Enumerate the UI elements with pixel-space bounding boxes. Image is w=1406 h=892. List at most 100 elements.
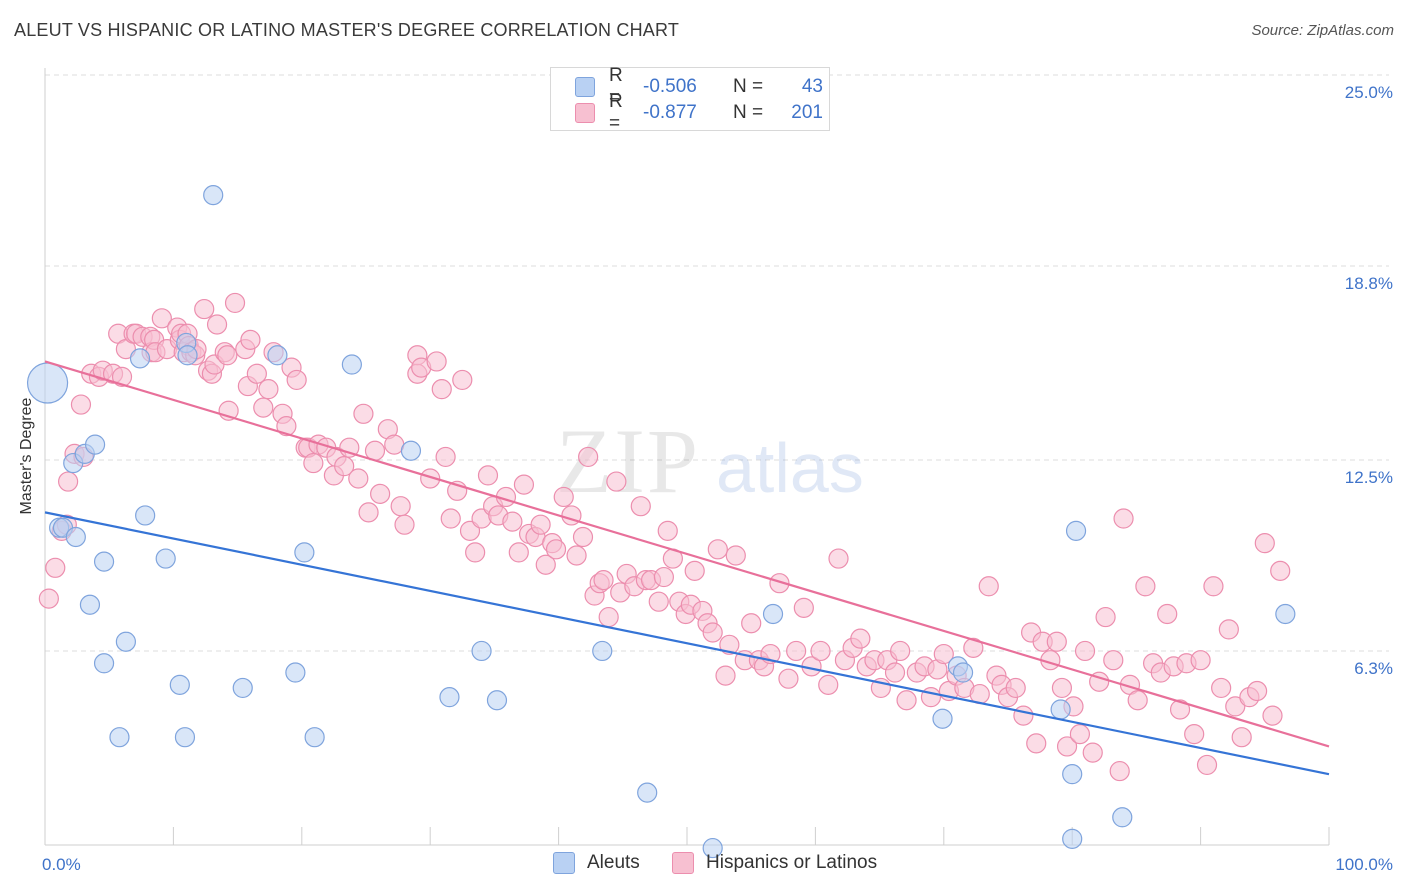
hispanic-point <box>240 329 261 350</box>
hispanic-point <box>884 662 906 683</box>
hispanic-point <box>1082 742 1103 763</box>
hispanic-point <box>339 437 360 458</box>
aleut-point <box>439 687 460 708</box>
hispanic-point <box>370 483 391 504</box>
aleut-point <box>471 640 492 662</box>
aleut-point <box>93 653 115 674</box>
aleut-point <box>1275 603 1296 625</box>
legend-item-hispanics[interactable]: Hispanics or Latinos <box>672 852 877 874</box>
hispanic-point <box>431 379 452 400</box>
hispanic-point <box>818 674 839 695</box>
aleut-point <box>592 640 613 662</box>
hispanic-point <box>593 570 614 591</box>
hispanic-point <box>719 634 740 655</box>
hispanic-point <box>440 508 461 529</box>
hispanic-point <box>715 665 736 686</box>
hispanic-point <box>978 576 999 597</box>
legend-n-label: N = <box>733 76 764 97</box>
x-tick-label-min: 0.0% <box>42 855 81 874</box>
hispanic-point <box>508 542 529 563</box>
hispanic-point <box>353 403 374 424</box>
hispanic-point <box>850 628 871 649</box>
stats-legend: R = -0.506 N = 43 R = -0.877 N = 201 <box>550 65 830 134</box>
y-axis-label: Master's Degree <box>18 397 35 514</box>
y-tick-labels: 6.3% 12.5% 18.8% 25.0% <box>1345 83 1393 678</box>
hispanic-point <box>828 548 849 569</box>
hispanic-point <box>707 539 728 560</box>
hispanic-point <box>38 588 59 609</box>
aleut-point <box>155 548 176 569</box>
aleut-point <box>400 440 422 461</box>
legend-label-aleuts: Aleuts <box>587 852 640 873</box>
hispanic-point <box>1218 619 1239 640</box>
hispanic-point <box>348 468 369 489</box>
chart-title: ALEUT VS HISPANIC OR LATINO MASTER'S DEG… <box>14 20 680 40</box>
hispanic-point <box>606 471 627 492</box>
hispanic-point <box>435 446 456 468</box>
hispanic-point <box>217 345 238 366</box>
aleut-point <box>65 526 86 548</box>
hispanic-point <box>303 452 324 474</box>
axes <box>44 68 1330 846</box>
hispanic-point <box>45 557 66 578</box>
hispanic-point <box>630 496 651 517</box>
hispanic-point <box>725 545 746 566</box>
hispanic-swatch <box>575 103 595 123</box>
legend-r-value: -0.506 <box>643 76 697 97</box>
legend-item-aleuts[interactable]: Aleuts <box>553 852 640 874</box>
hispanic-point <box>1196 754 1218 776</box>
x-tick-label-max: 100.0% <box>1335 855 1393 874</box>
y-tick-label: 25.0% <box>1345 83 1393 102</box>
hispanic-point <box>390 496 411 517</box>
trend-lines <box>44 360 1330 776</box>
hispanic-point <box>1225 696 1246 717</box>
aleut-point <box>109 727 130 748</box>
legend-r-value: -0.877 <box>643 102 697 123</box>
grid-lines <box>45 74 1389 652</box>
hispanic-trend-line <box>44 360 1330 748</box>
hispanic-point <box>111 366 133 387</box>
hispanic-point <box>1074 640 1096 662</box>
aleut-point <box>79 594 101 615</box>
x-tick-labels: 0.0% 100.0% <box>42 855 1393 874</box>
hispanic-point <box>502 511 523 532</box>
hispanic-point <box>684 560 705 581</box>
hispanic-point <box>890 640 911 662</box>
hispanic-point <box>1005 677 1026 699</box>
hispanic-point <box>206 314 228 335</box>
hispanic-point <box>566 545 587 566</box>
hispanic-point <box>1103 650 1124 671</box>
aleut-swatch <box>575 77 595 97</box>
hispanic-point <box>459 520 481 541</box>
aleut-point <box>1062 828 1083 849</box>
aleut-point <box>294 542 315 563</box>
hispanic-point <box>246 363 267 384</box>
aleut-point <box>952 662 974 683</box>
aleut-point <box>702 837 723 859</box>
hispanic-point <box>648 591 669 612</box>
hispanic-point <box>741 613 762 634</box>
hispanic-point <box>778 668 799 689</box>
hispanic-point <box>1056 736 1078 757</box>
hispanic-point <box>598 606 619 628</box>
hispanic-point <box>1231 727 1252 748</box>
series-aleuts-points <box>26 185 1296 859</box>
hispanic-point <box>334 456 355 477</box>
aleut-point <box>177 345 198 366</box>
aleut-point <box>267 345 288 366</box>
aleut-point <box>203 185 224 206</box>
hispanic-point <box>553 486 574 508</box>
hispanic-point <box>1069 724 1091 745</box>
hispanic-point <box>151 308 172 329</box>
legend-n-value: 201 <box>791 102 823 123</box>
aleut-point <box>93 551 115 572</box>
aleut-point <box>232 677 253 699</box>
hispanic-point <box>358 502 379 523</box>
legend-row-aleuts: R = -0.506 N = 43 <box>575 65 823 108</box>
hispanic-point <box>426 351 447 372</box>
hispanic-point <box>1109 760 1130 782</box>
hispanic-point <box>394 514 415 535</box>
hispanic-point <box>1157 603 1178 625</box>
hispanic-point <box>513 474 535 495</box>
